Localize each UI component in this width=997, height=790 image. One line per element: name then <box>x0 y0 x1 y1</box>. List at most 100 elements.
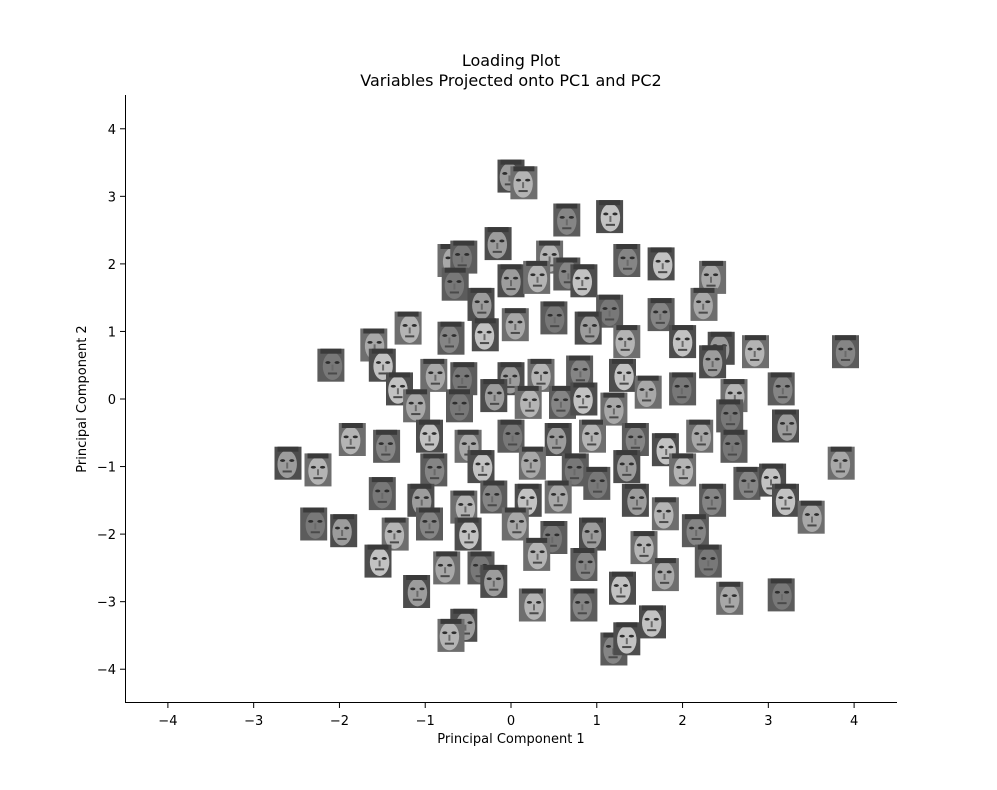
y-axis-label: Principal Component 2 <box>75 325 90 472</box>
face-thumbnail-point <box>570 548 598 581</box>
face-thumbnail-point <box>480 379 508 413</box>
face-thumbnail-point <box>832 335 859 369</box>
face-thumbnail-point <box>767 578 795 612</box>
face-thumbnail-point <box>433 551 461 585</box>
face-thumbnail-point <box>518 446 546 480</box>
face-thumbnail-point <box>600 392 628 426</box>
face-thumbnail-point <box>501 308 529 342</box>
face-thumbnail-point <box>613 450 641 484</box>
face-thumbnail-point <box>699 345 727 379</box>
x-tick-label: 0 <box>507 714 515 729</box>
x-tick-label: −3 <box>244 714 263 729</box>
face-thumbnail-point <box>767 372 795 406</box>
face-thumbnail-point <box>523 260 551 294</box>
y-tick-label: 3 <box>108 190 116 205</box>
face-thumbnail-point <box>420 453 448 487</box>
face-thumbnail-point <box>454 517 482 551</box>
face-thumbnail-point <box>510 166 538 200</box>
face-thumbnail-point <box>544 423 572 456</box>
face-thumbnail-point <box>394 311 422 345</box>
face-thumbnail-point <box>386 372 413 406</box>
face-thumbnail-point <box>540 301 568 335</box>
x-tick-label: −2 <box>330 714 349 729</box>
face-thumbnail-point <box>441 267 469 301</box>
data-points <box>274 159 859 666</box>
face-thumbnail-point <box>609 571 636 605</box>
x-tick-label: 1 <box>593 714 601 729</box>
face-thumbnail-point <box>330 514 358 548</box>
face-thumbnail-point <box>742 335 769 369</box>
face-thumbnail-point <box>416 507 443 541</box>
face-thumbnail-point <box>446 389 473 423</box>
face-thumbnail-point <box>437 618 465 652</box>
face-thumbnail-point <box>827 446 855 480</box>
face-thumbnail-point <box>373 429 401 463</box>
face-thumbnail-point <box>300 507 328 541</box>
x-tick-label: 3 <box>764 714 772 729</box>
face-thumbnail-point <box>523 537 551 571</box>
face-thumbnail-point <box>630 531 658 565</box>
x-axis-label: Principal Component 1 <box>437 732 584 747</box>
face-thumbnail-point <box>720 429 748 463</box>
face-thumbnail-point <box>570 382 598 416</box>
x-tick-label: −1 <box>416 714 435 729</box>
y-tick-label: 4 <box>108 123 116 138</box>
x-axis-ticks: −4 −3 −2 −1 0 1 2 3 4 <box>158 703 858 729</box>
y-tick-label: 2 <box>108 258 116 273</box>
face-thumbnail-point <box>450 362 478 396</box>
face-thumbnail-point <box>403 389 431 423</box>
face-thumbnail-point <box>471 318 499 352</box>
y-tick-label: 0 <box>108 393 116 408</box>
face-thumbnail-point <box>501 507 529 541</box>
face-thumbnail-point <box>579 419 606 453</box>
face-thumbnail-point <box>634 375 662 409</box>
x-tick-label: 2 <box>678 714 686 729</box>
face-thumbnail-point <box>772 483 799 517</box>
face-thumbnail-point <box>480 564 508 598</box>
face-thumbnail-point <box>686 419 714 453</box>
face-thumbnail-point <box>574 311 602 345</box>
face-thumbnail-point <box>690 287 718 321</box>
face-thumbnail-point <box>416 419 443 453</box>
face-thumbnail-point <box>274 446 302 480</box>
face-thumbnail-point <box>450 240 478 274</box>
face-thumbnail-point <box>514 385 542 419</box>
face-thumbnail-point <box>553 203 581 237</box>
face-thumbnail-point <box>621 483 649 517</box>
face-thumbnail-point <box>651 558 679 592</box>
face-thumbnail-point <box>733 466 761 500</box>
face-thumbnail-point <box>364 544 392 578</box>
x-tick-label: 4 <box>850 714 858 729</box>
face-thumbnail-point <box>613 244 641 277</box>
face-thumbnail-point <box>669 325 697 359</box>
face-thumbnail-point <box>317 348 345 382</box>
face-thumbnail-point <box>613 622 641 656</box>
face-thumbnail-point <box>467 450 495 484</box>
face-thumbnail-point <box>437 321 465 355</box>
face-thumbnail-point <box>681 514 709 548</box>
face-thumbnail-point <box>797 500 825 534</box>
face-thumbnail-point <box>497 264 525 298</box>
face-thumbnail-point <box>579 517 606 551</box>
face-thumbnail-point <box>368 477 396 511</box>
face-thumbnail-point <box>613 325 641 359</box>
y-tick-label: −4 <box>97 663 116 678</box>
face-thumbnail-point <box>570 588 598 622</box>
chart-subtitle: Variables Projected onto PC1 and PC2 <box>360 71 661 90</box>
face-thumbnail-point <box>669 453 697 487</box>
face-thumbnail-point <box>518 588 546 622</box>
face-thumbnail-point <box>420 358 448 392</box>
face-thumbnail-point <box>304 453 332 487</box>
face-thumbnail-point <box>609 358 636 392</box>
face-thumbnail-point <box>583 466 611 500</box>
face-thumbnail-point <box>716 581 744 615</box>
y-tick-label: −3 <box>97 596 116 611</box>
face-thumbnail-point <box>561 453 589 487</box>
face-thumbnail-point <box>651 497 679 531</box>
face-thumbnail-point <box>694 544 722 578</box>
face-thumbnail-point <box>699 483 727 517</box>
y-axis-ticks: −4 −3 −2 −1 0 1 2 3 4 <box>97 123 125 678</box>
chart-title: Loading Plot <box>462 51 560 70</box>
face-thumbnail-point <box>467 287 495 321</box>
